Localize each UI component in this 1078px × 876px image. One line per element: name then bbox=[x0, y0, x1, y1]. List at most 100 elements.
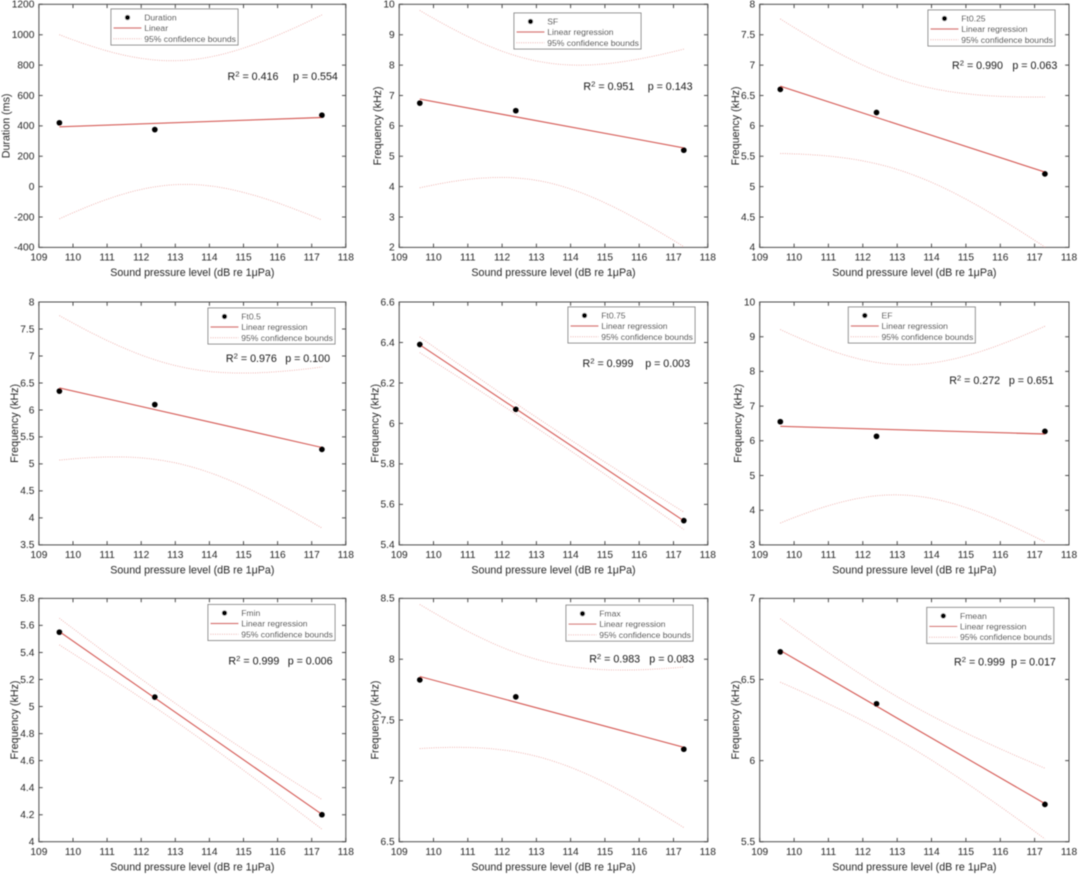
svg-text:5.8: 5.8 bbox=[20, 594, 34, 605]
svg-text:112: 112 bbox=[855, 847, 872, 858]
svg-text:112: 112 bbox=[133, 253, 150, 264]
svg-text:113: 113 bbox=[889, 847, 906, 858]
svg-text:110: 110 bbox=[65, 550, 82, 561]
svg-text:116: 116 bbox=[269, 847, 286, 858]
svg-text:116: 116 bbox=[992, 253, 1009, 264]
svg-text:6: 6 bbox=[389, 419, 395, 430]
svg-text:5.4: 5.4 bbox=[381, 540, 395, 551]
svg-text:118: 118 bbox=[1061, 550, 1078, 561]
svg-text:110: 110 bbox=[65, 253, 82, 264]
svg-text:117: 117 bbox=[304, 550, 321, 561]
svg-text:116: 116 bbox=[992, 550, 1009, 561]
svg-text:118: 118 bbox=[700, 847, 717, 858]
svg-text:10: 10 bbox=[383, 0, 395, 11]
svg-text:118: 118 bbox=[1061, 253, 1078, 264]
svg-text:114: 114 bbox=[201, 550, 218, 561]
svg-text:9: 9 bbox=[750, 332, 756, 343]
svg-text:116: 116 bbox=[269, 550, 286, 561]
svg-text:6: 6 bbox=[389, 121, 395, 132]
svg-text:4.6: 4.6 bbox=[20, 756, 34, 767]
svg-text:Linear regression: Linear regression bbox=[547, 27, 614, 37]
svg-text:95% confidence bounds: 95% confidence bounds bbox=[144, 34, 236, 44]
svg-text:111: 111 bbox=[99, 550, 115, 561]
svg-text:109: 109 bbox=[751, 253, 768, 264]
svg-text:6: 6 bbox=[750, 756, 756, 767]
svg-text:R2 = 0.416: R2 = 0.416 bbox=[228, 69, 279, 83]
svg-text:113: 113 bbox=[167, 847, 184, 858]
svg-text:116: 116 bbox=[631, 847, 648, 858]
svg-text:Duration: Duration bbox=[144, 13, 177, 23]
svg-text:Frequency (kHz): Frequency (kHz) bbox=[730, 681, 742, 760]
svg-text:6.5: 6.5 bbox=[381, 837, 395, 848]
svg-text:7: 7 bbox=[750, 60, 756, 71]
svg-text:118: 118 bbox=[338, 847, 355, 858]
svg-text:111: 111 bbox=[460, 550, 476, 561]
svg-text:p = 0.003: p = 0.003 bbox=[645, 358, 690, 370]
svg-text:Linear regression: Linear regression bbox=[241, 322, 308, 332]
svg-text:6.2: 6.2 bbox=[381, 378, 395, 389]
svg-text:1000: 1000 bbox=[12, 30, 35, 41]
svg-text:110: 110 bbox=[786, 253, 803, 264]
svg-text:Frequency (kHz): Frequency (kHz) bbox=[9, 384, 21, 463]
svg-text:5: 5 bbox=[750, 471, 756, 482]
svg-text:116: 116 bbox=[992, 847, 1009, 858]
svg-text:95% confidence bounds: 95% confidence bounds bbox=[601, 332, 693, 342]
svg-text:p = 0.651: p = 0.651 bbox=[1009, 375, 1054, 387]
svg-text:4: 4 bbox=[389, 182, 395, 193]
svg-text:111: 111 bbox=[821, 550, 837, 561]
svg-text:Fmean: Fmean bbox=[960, 611, 987, 621]
svg-text:8: 8 bbox=[750, 367, 756, 378]
svg-text:Frequency (kHz): Frequency (kHz) bbox=[733, 384, 745, 463]
svg-text:95% confidence bounds: 95% confidence bounds bbox=[882, 332, 974, 342]
svg-text:p = 0.554: p = 0.554 bbox=[293, 71, 338, 83]
svg-text:R2 = 0.990: R2 = 0.990 bbox=[952, 58, 1003, 72]
svg-text:3: 3 bbox=[750, 540, 756, 551]
svg-text:6.4: 6.4 bbox=[381, 338, 395, 349]
svg-text:117: 117 bbox=[665, 847, 682, 858]
svg-text:111: 111 bbox=[821, 847, 837, 858]
svg-text:p = 0.017: p = 0.017 bbox=[1011, 656, 1056, 668]
svg-text:R2 = 0.999: R2 = 0.999 bbox=[954, 655, 1005, 669]
svg-text:R2 = 0.999: R2 = 0.999 bbox=[228, 654, 279, 668]
svg-text:114: 114 bbox=[562, 253, 579, 264]
svg-text:112: 112 bbox=[494, 550, 511, 561]
svg-text:Sound pressure level (dB re 1μ: Sound pressure level (dB re 1μPa) bbox=[832, 267, 996, 279]
svg-text:Sound pressure level (dB re 1μ: Sound pressure level (dB re 1μPa) bbox=[110, 267, 274, 279]
svg-text:114: 114 bbox=[562, 550, 579, 561]
svg-text:R2 = 0.976: R2 = 0.976 bbox=[226, 351, 277, 365]
svg-text:114: 114 bbox=[562, 847, 579, 858]
svg-text:115: 115 bbox=[958, 253, 975, 264]
svg-text:111: 111 bbox=[99, 847, 115, 858]
svg-text:R2 = 0.951: R2 = 0.951 bbox=[583, 79, 634, 93]
svg-text:4: 4 bbox=[29, 513, 35, 524]
svg-text:6: 6 bbox=[750, 436, 756, 447]
svg-text:5.5: 5.5 bbox=[741, 837, 755, 848]
svg-text:112: 112 bbox=[133, 550, 150, 561]
svg-text:110: 110 bbox=[425, 847, 442, 858]
svg-text:5: 5 bbox=[750, 182, 756, 193]
svg-text:7: 7 bbox=[389, 91, 395, 102]
svg-text:Sound pressure level (dB re 1μ: Sound pressure level (dB re 1μPa) bbox=[832, 565, 996, 577]
svg-text:7.5: 7.5 bbox=[20, 324, 34, 335]
svg-text:118: 118 bbox=[338, 253, 355, 264]
svg-text:R2 = 0.983: R2 = 0.983 bbox=[589, 652, 640, 666]
svg-text:4.5: 4.5 bbox=[741, 212, 755, 223]
svg-text:114: 114 bbox=[923, 550, 940, 561]
svg-text:p = 0.100: p = 0.100 bbox=[285, 353, 330, 365]
svg-text:117: 117 bbox=[304, 847, 321, 858]
svg-text:109: 109 bbox=[30, 550, 47, 561]
svg-text:95% confidence bounds: 95% confidence bounds bbox=[599, 630, 691, 640]
svg-text:6: 6 bbox=[29, 405, 35, 416]
svg-text:3: 3 bbox=[389, 212, 395, 223]
svg-text:109: 109 bbox=[391, 253, 408, 264]
svg-text:4.5: 4.5 bbox=[20, 486, 34, 497]
svg-text:115: 115 bbox=[958, 550, 975, 561]
svg-text:113: 113 bbox=[889, 550, 906, 561]
svg-text:118: 118 bbox=[1061, 847, 1078, 858]
svg-text:5.8: 5.8 bbox=[381, 459, 395, 470]
svg-text:118: 118 bbox=[338, 550, 355, 561]
svg-text:Frequency (kHz): Frequency (kHz) bbox=[369, 384, 381, 463]
svg-text:4: 4 bbox=[750, 243, 756, 254]
svg-text:116: 116 bbox=[631, 550, 648, 561]
svg-text:113: 113 bbox=[889, 253, 906, 264]
